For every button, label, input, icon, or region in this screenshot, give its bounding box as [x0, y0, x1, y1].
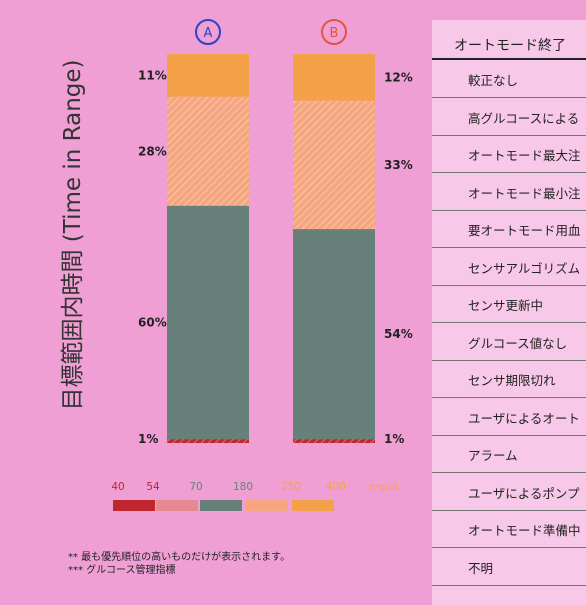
bar-hatch-a-40-54: [167, 439, 249, 443]
legend-tick-400: 400: [326, 481, 346, 493]
sidebar-item: 要オートモード用血: [432, 214, 586, 248]
legend-swatch-5: [292, 500, 334, 511]
bar-hatch-b-180-250: [293, 100, 375, 230]
bar-value-label-b-180-250: 33%: [384, 158, 413, 172]
category-marker-a: [195, 19, 221, 45]
legend-tick-40: 40: [111, 481, 124, 493]
bar-segment-b-70-180: [293, 229, 375, 440]
sidebar-header: オートモード終了: [432, 34, 586, 60]
auto-mode-exit-list: オートモード終了 較正なし高グルコースによる オートモード最大注 オートモード最小注…: [432, 20, 586, 605]
bar-segment-a-70-180: [167, 205, 249, 440]
sidebar-item: オートモード準備中: [432, 514, 586, 548]
legend-swatch-2: [156, 500, 198, 511]
footnote-glucose-index: *** グルコース管理指標: [68, 565, 176, 576]
bar-value-label-a-180-250: 28%: [138, 144, 167, 158]
bar-hatch-b-40-54: [293, 439, 375, 443]
bar-value-label-a-70-180: 60%: [138, 315, 167, 329]
sidebar-item: センサ期限切れ: [432, 364, 586, 398]
sidebar-item: グルコース値なし: [432, 327, 586, 361]
bar-value-label-a-40-54: 1%: [138, 432, 158, 446]
bar-value-label-b-40-54: 1%: [384, 432, 404, 446]
sidebar-item: 不明: [432, 552, 586, 586]
sidebar-item: アラーム: [432, 439, 586, 473]
sidebar-item: ユーザによるオート: [432, 402, 586, 436]
legend-tick-70: 70: [189, 481, 202, 493]
category-marker-b: [321, 19, 347, 45]
stacked-bar-chart: A 1% 60% 28% 11% B 1% 54% 33% 12%: [138, 19, 413, 446]
sidebar-item: センサアルゴリズム: [432, 252, 586, 286]
sidebar-item: オートモード最大注: [432, 139, 586, 173]
category-label-b: B: [330, 26, 339, 41]
legend-tick-54: 54: [146, 481, 160, 493]
legend-unit: mg/dL: [369, 482, 401, 493]
category-label-a: A: [204, 26, 213, 41]
sidebar-item: オートモード最小注: [432, 177, 586, 211]
legend: 40 54 70 180 250 400 mg/dL: [0, 478, 586, 518]
sidebar-item: センサ更新中: [432, 289, 586, 323]
bar-value-label-b-250-400: 12%: [384, 70, 413, 84]
legend-tick-180: 180: [233, 481, 253, 493]
bar-segment-a-250-400: [167, 54, 249, 97]
bar-value-label-a-250-400: 11%: [138, 68, 167, 82]
legend-tick-250: 250: [281, 481, 301, 493]
sidebar-item: 高グルコースによる: [432, 102, 586, 136]
bar-hatch-a-180-250: [167, 96, 249, 206]
footnote-priority: ** 最も優先順位の高いものだけが表示されます。: [68, 552, 291, 563]
legend-swatch-3: [200, 500, 242, 511]
legend-swatch-4: [246, 500, 288, 511]
bar-value-label-b-70-180: 54%: [384, 327, 413, 341]
bar-segment-b-250-400: [293, 54, 375, 101]
sidebar-item: 較正なし: [432, 64, 586, 98]
sidebar-item: ユーザによるポンプ: [432, 477, 586, 511]
legend-swatch-1: [113, 500, 155, 511]
legend-scale: 40 54 70 180 250 400 mg/dL: [111, 481, 401, 511]
